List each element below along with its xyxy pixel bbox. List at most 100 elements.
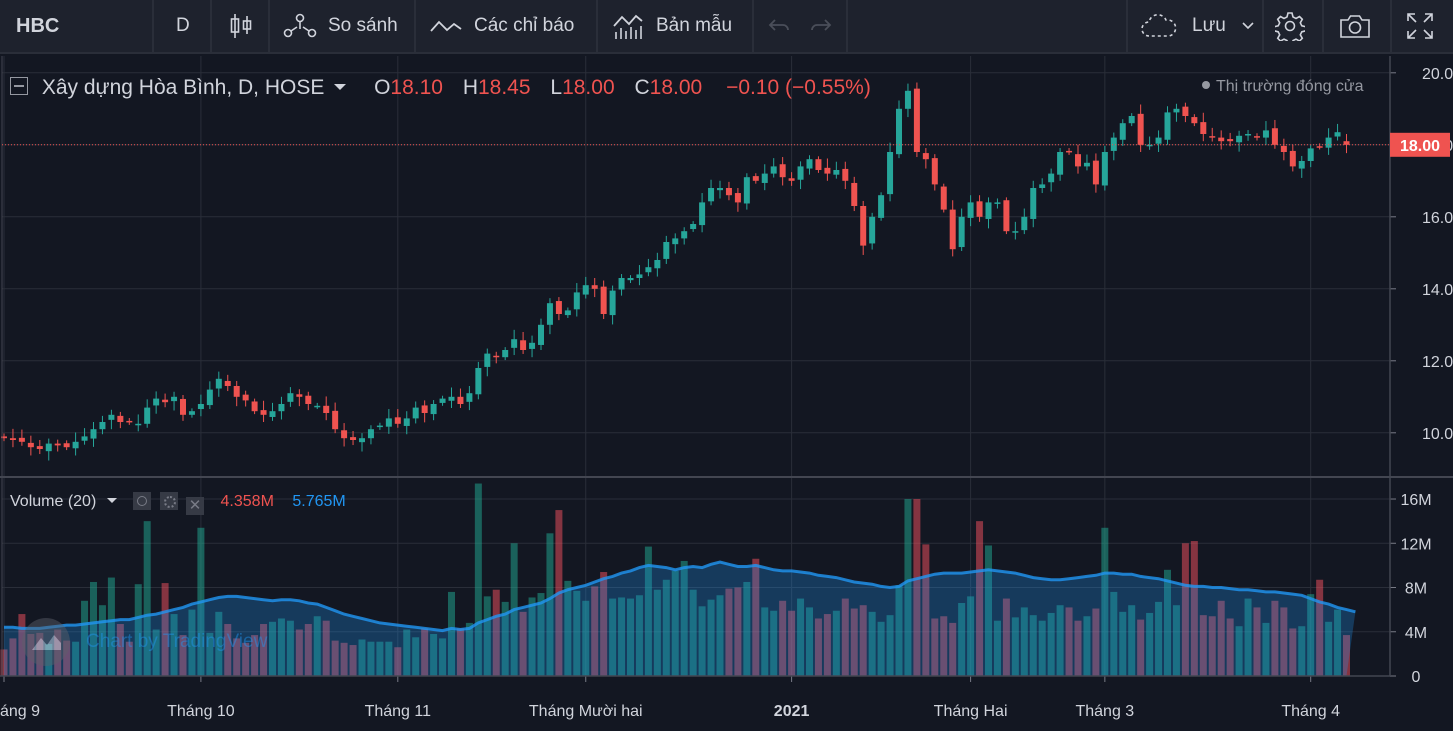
candle-body bbox=[153, 398, 160, 406]
candle-body bbox=[878, 195, 885, 218]
indicators-label: Các chỉ báo bbox=[474, 15, 575, 36]
volume-bar bbox=[823, 614, 831, 676]
compare-button[interactable]: So sánh bbox=[282, 0, 398, 52]
volume-bar bbox=[394, 647, 402, 676]
candle-body bbox=[385, 418, 392, 427]
volume-bar bbox=[0, 649, 8, 676]
eye-icon[interactable] bbox=[133, 492, 152, 510]
candle-body bbox=[224, 380, 231, 386]
volume-tick-label: 12M bbox=[1400, 536, 1431, 553]
volume-bar bbox=[1289, 628, 1297, 676]
candle-body bbox=[72, 441, 79, 449]
settings-icon[interactable] bbox=[159, 492, 178, 510]
candle-body bbox=[466, 393, 473, 402]
candle-body bbox=[708, 188, 715, 202]
candle-body bbox=[1191, 117, 1198, 124]
volume-name[interactable]: Volume (20) bbox=[10, 493, 97, 510]
candle-body bbox=[788, 178, 795, 181]
candle-body bbox=[967, 202, 974, 218]
volume-bar bbox=[797, 598, 805, 676]
volume-menu-icon[interactable] bbox=[106, 498, 117, 503]
candle-body bbox=[600, 286, 607, 314]
candle-body bbox=[197, 404, 204, 410]
candle-body bbox=[1254, 136, 1260, 138]
volume-bar bbox=[689, 589, 697, 676]
volume-ma-line bbox=[4, 560, 1356, 633]
volume-bar bbox=[1092, 608, 1100, 676]
volume-bar bbox=[251, 635, 259, 676]
indicators-button[interactable]: Các chỉ báo bbox=[430, 0, 574, 52]
volume-bar bbox=[940, 616, 948, 676]
volume-bar bbox=[1002, 598, 1010, 676]
redo-button[interactable] bbox=[810, 0, 832, 52]
volume-bar bbox=[1047, 612, 1055, 676]
chart-type-button[interactable] bbox=[228, 0, 254, 52]
price-candles bbox=[1, 82, 1350, 461]
series-menu-icon[interactable] bbox=[334, 84, 347, 90]
toolbar-divider bbox=[1390, 0, 1392, 52]
volume-bar bbox=[1262, 622, 1270, 676]
candle-body bbox=[484, 353, 491, 367]
series-name[interactable]: Xây dựng Hòa Bình, D, HOSE bbox=[41, 76, 325, 99]
candle-body bbox=[1334, 132, 1341, 137]
low-label: L bbox=[550, 76, 563, 99]
chart-area[interactable]: 20.00 18.00 16.00 14.00 12.00 10.00 16M 12M 8M 4M… bbox=[0, 56, 1453, 726]
candle-body bbox=[135, 423, 142, 426]
candle-body bbox=[1146, 144, 1153, 147]
candle-body bbox=[1039, 184, 1046, 188]
undo-button[interactable] bbox=[768, 0, 790, 52]
interval-button[interactable]: D bbox=[176, 15, 190, 36]
tradingview-watermark[interactable]: Chart by TradingView bbox=[22, 618, 267, 666]
volume-bar bbox=[573, 590, 581, 676]
candle-body bbox=[81, 436, 88, 441]
templates-button[interactable]: Bản mẫu bbox=[612, 0, 732, 52]
volume-bar bbox=[18, 614, 26, 676]
volume-bar bbox=[618, 597, 626, 676]
candle-body bbox=[45, 443, 52, 452]
volume-bar bbox=[474, 483, 482, 676]
volume-bar bbox=[1020, 607, 1028, 676]
candle-body bbox=[1083, 162, 1090, 167]
candle-body bbox=[403, 418, 410, 426]
candle-body bbox=[717, 188, 723, 191]
snapshot-button[interactable] bbox=[1338, 0, 1372, 52]
candle-body bbox=[1048, 173, 1055, 183]
candle-body bbox=[1101, 152, 1108, 186]
close-label: C bbox=[634, 76, 650, 99]
volume-tick-label: 16M bbox=[1400, 492, 1431, 509]
fullscreen-button[interactable] bbox=[1406, 0, 1434, 52]
candle-body bbox=[725, 188, 732, 196]
save-label: Lưu bbox=[1192, 15, 1226, 36]
candle-body bbox=[931, 158, 938, 185]
candle-body bbox=[1245, 134, 1252, 136]
volume-bar bbox=[976, 521, 984, 676]
price-volume-chart[interactable]: 20.00 18.00 16.00 14.00 12.00 10.00 16M 12M 8M 4M… bbox=[0, 56, 1453, 726]
symbol-search[interactable]: HBC bbox=[16, 14, 60, 37]
volume-bar bbox=[224, 624, 232, 676]
volume-bar bbox=[644, 546, 652, 676]
volume-bar bbox=[627, 598, 634, 676]
volume-bar bbox=[707, 599, 715, 676]
compare-icon bbox=[282, 13, 318, 39]
time-tick-label: Tháng 10 bbox=[167, 703, 235, 720]
candle-body bbox=[1164, 112, 1171, 140]
candle-body bbox=[376, 425, 383, 428]
volume-bar bbox=[143, 521, 151, 676]
candle-body bbox=[1307, 148, 1314, 161]
candle-body bbox=[27, 442, 34, 448]
time-tick-label: Tháng 3 bbox=[1075, 703, 1134, 720]
close-icon[interactable]: ✕ bbox=[186, 497, 205, 515]
save-button[interactable]: Lưu bbox=[1140, 0, 1254, 52]
collapse-legend-icon[interactable] bbox=[10, 77, 28, 95]
volume-bar bbox=[233, 638, 241, 676]
candle-body bbox=[896, 108, 902, 155]
candle-body bbox=[54, 443, 61, 446]
candle-body bbox=[958, 216, 965, 248]
settings-button[interactable] bbox=[1275, 0, 1305, 52]
volume-bar bbox=[448, 591, 455, 676]
volume-bar bbox=[582, 600, 590, 676]
candle-body bbox=[18, 437, 25, 442]
volume-bar bbox=[1146, 612, 1154, 676]
candle-body bbox=[108, 414, 115, 420]
candle-body bbox=[976, 201, 983, 217]
